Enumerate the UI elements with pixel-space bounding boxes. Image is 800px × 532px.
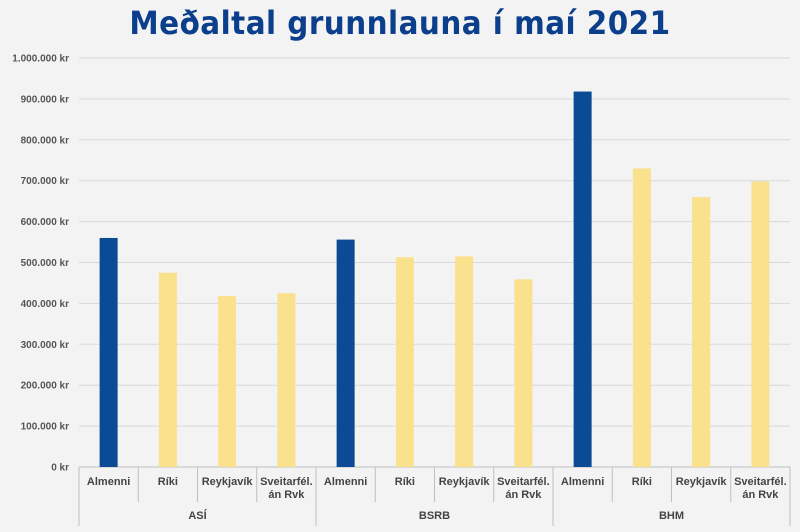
bar — [158, 272, 177, 467]
x-category-label: Sveitarfél. — [260, 476, 313, 488]
bar — [514, 279, 533, 467]
x-group-label: BHM — [659, 510, 684, 522]
bar — [573, 91, 592, 468]
x-category-label: Reykjavík — [202, 476, 254, 488]
y-tick-label: 300.000 kr — [21, 340, 69, 351]
x-category-label: Ríki — [632, 476, 652, 488]
x-category-label: Ríki — [395, 476, 415, 488]
bar — [395, 257, 414, 467]
y-tick-label: 500.000 kr — [21, 258, 69, 269]
y-tick-label: 100.000 kr — [21, 422, 69, 433]
bar — [692, 197, 711, 467]
x-category-label: Almenni — [324, 476, 367, 488]
x-group-label: ASÍ — [188, 509, 207, 522]
x-group-label: BSRB — [419, 510, 450, 522]
y-tick-label: 0 kr — [51, 463, 69, 474]
x-category-label: Ríki — [158, 476, 178, 488]
bar — [751, 181, 770, 467]
bar — [218, 296, 237, 467]
y-tick-label: 400.000 kr — [21, 299, 69, 310]
chart-title: Meðaltal grunnlauna í maí 2021 — [129, 4, 671, 42]
y-tick-label: 1.000.000 kr — [12, 54, 69, 65]
x-category-label: Reykjavík — [676, 476, 728, 488]
y-tick-label: 800.000 kr — [21, 135, 69, 146]
x-category-label: án Rvk — [742, 489, 779, 501]
bar — [277, 293, 296, 467]
y-tick-label: 200.000 kr — [21, 381, 69, 392]
x-category-label: Almenni — [87, 476, 130, 488]
bar — [99, 237, 118, 467]
x-category-label: án Rvk — [268, 489, 305, 501]
x-category-label: Sveitarfél. — [734, 476, 787, 488]
x-category-label: Sveitarfél. — [497, 476, 550, 488]
x-category-label: Almenni — [561, 476, 604, 488]
bar — [632, 168, 651, 467]
y-tick-label: 600.000 kr — [21, 217, 69, 228]
y-tick-label: 700.000 kr — [21, 176, 69, 187]
y-tick-label: 900.000 kr — [21, 94, 69, 105]
bar — [336, 239, 355, 467]
bar — [455, 256, 474, 467]
x-category-label: Reykjavík — [439, 476, 491, 488]
x-category-label: án Rvk — [505, 489, 542, 501]
